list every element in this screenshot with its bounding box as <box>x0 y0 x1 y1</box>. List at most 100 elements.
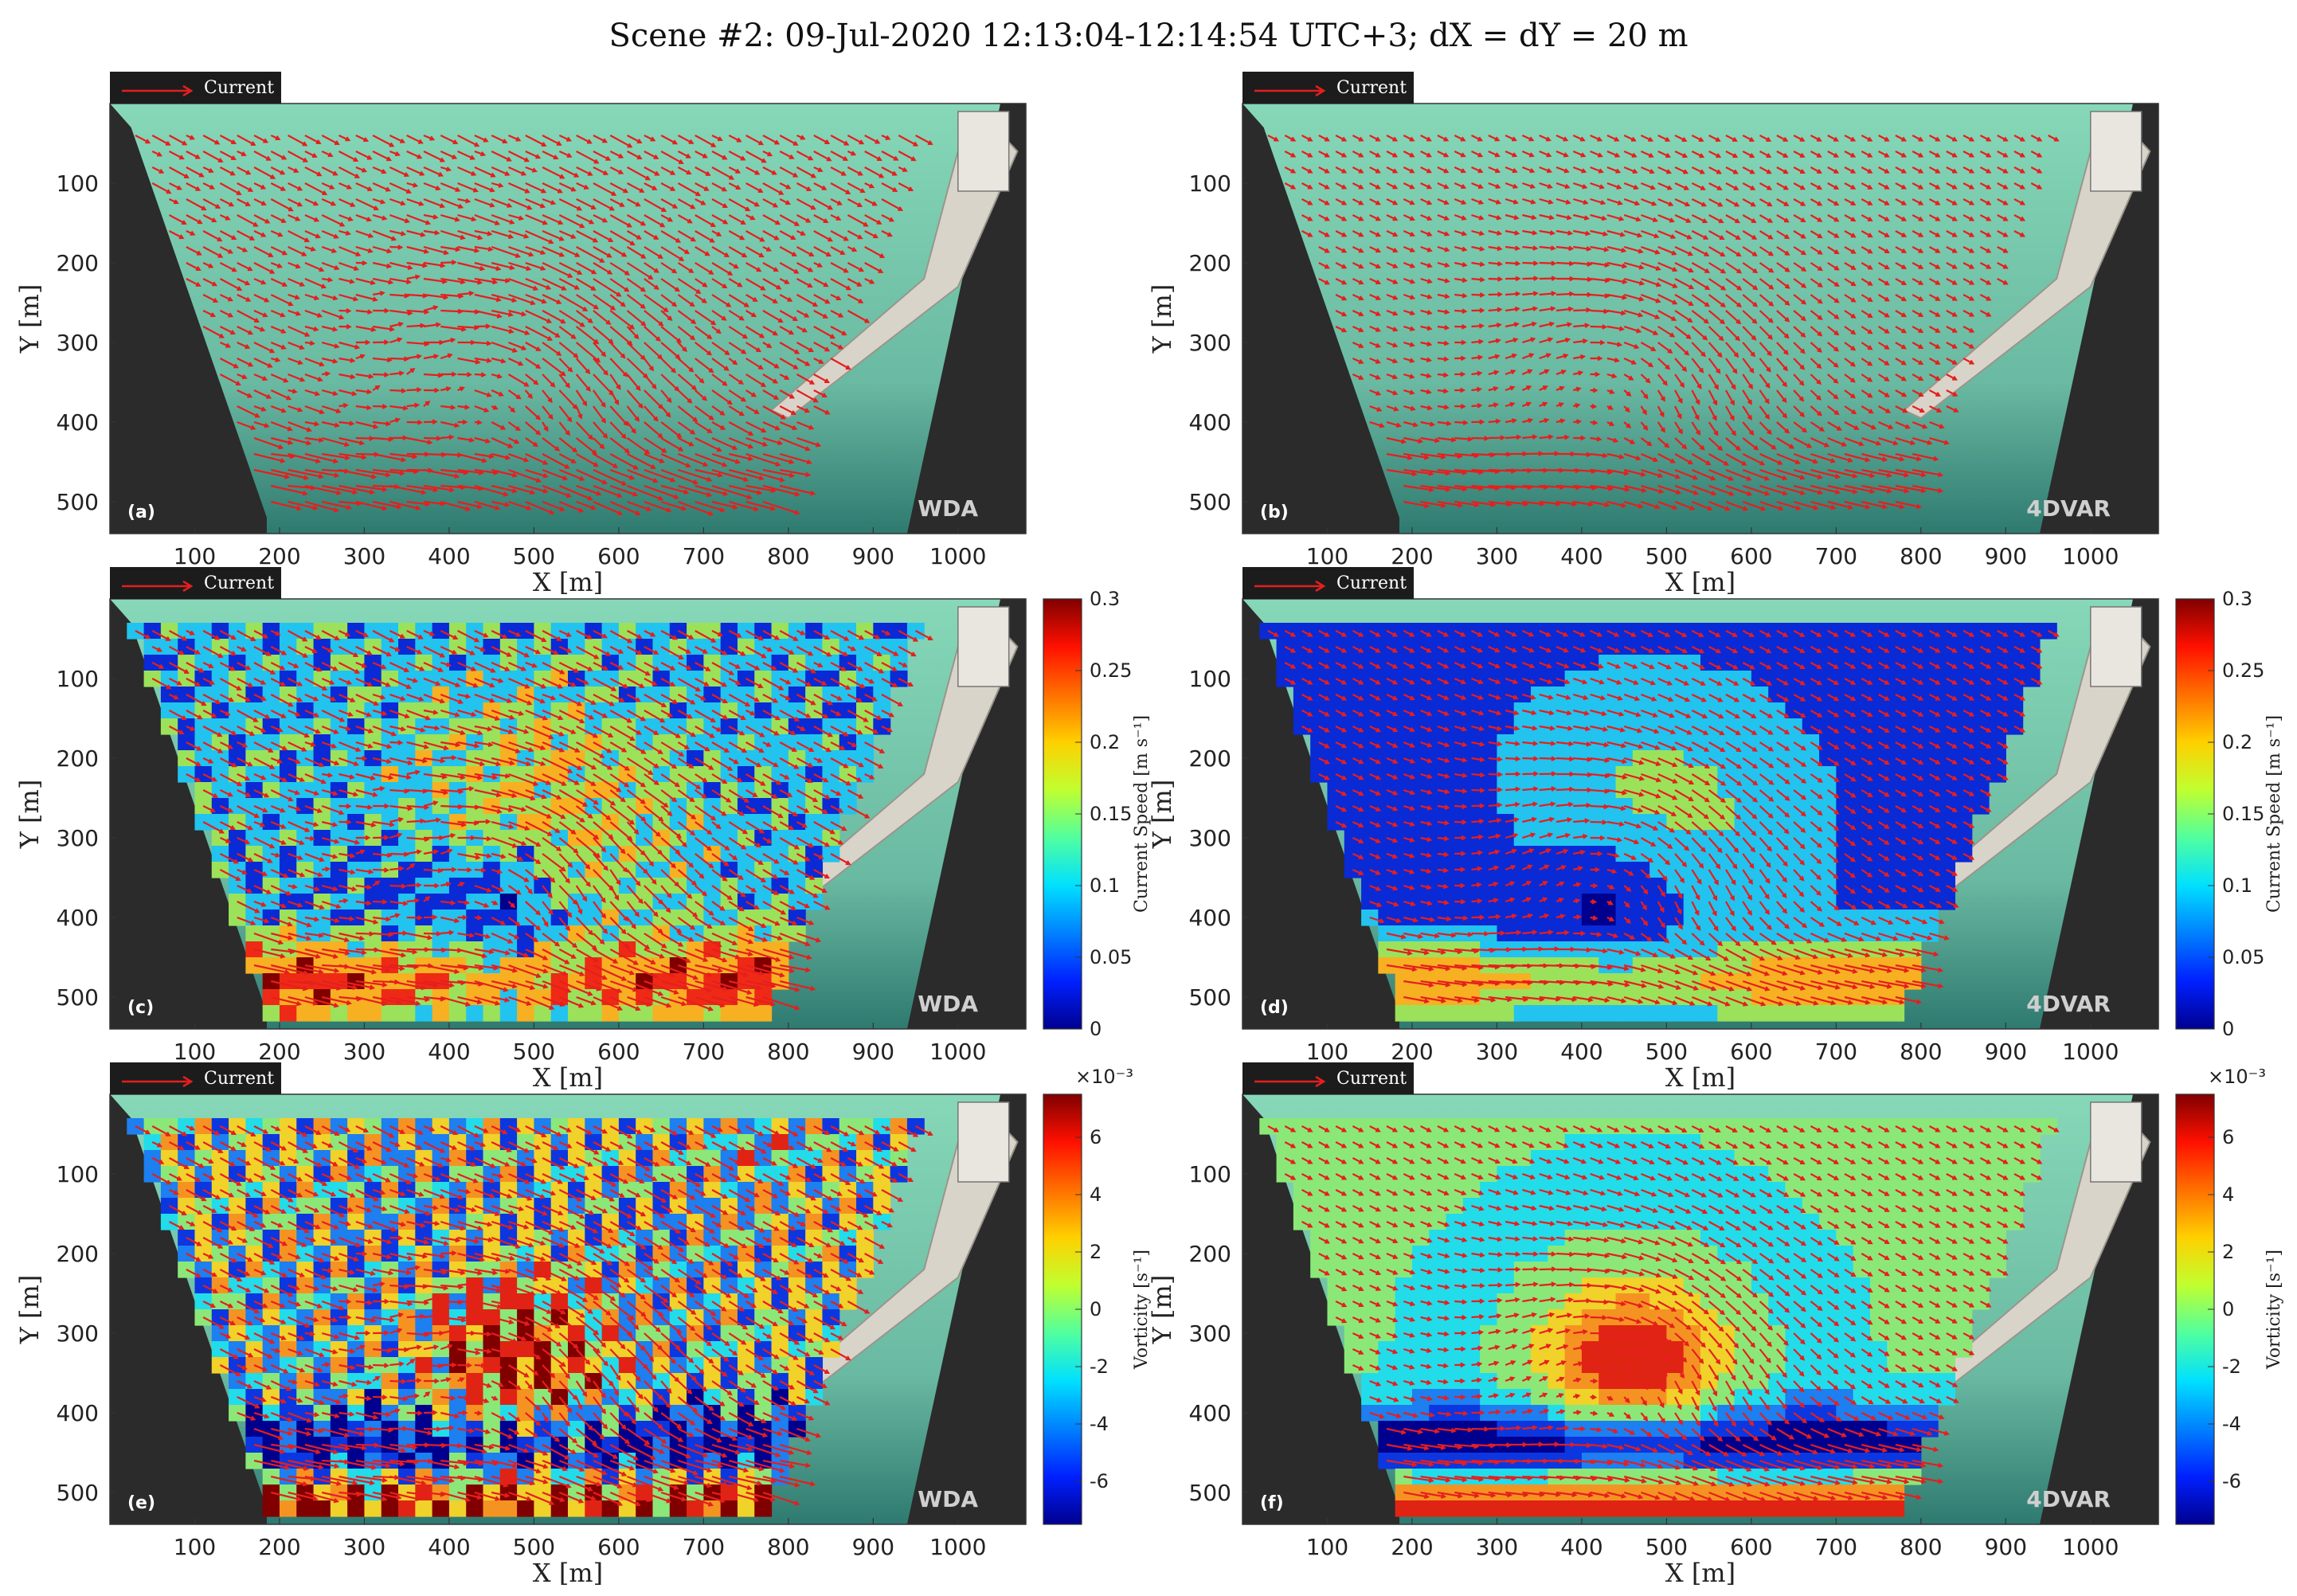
field-cell <box>1887 1005 1904 1022</box>
field-cell <box>1395 1005 1413 1022</box>
field-cell <box>1531 1005 1548 1022</box>
field-cell <box>263 1005 280 1022</box>
field-cell <box>331 1005 348 1022</box>
field-cell <box>1480 1005 1497 1022</box>
field-cell <box>738 1005 755 1022</box>
field-cell <box>585 1005 602 1022</box>
y-tick-label: 200 <box>57 745 99 772</box>
field-cell <box>382 1005 399 1022</box>
field-cell <box>449 1005 467 1022</box>
y-tick-label: 400 <box>1189 409 1231 436</box>
field-cell <box>1666 1005 1684 1022</box>
field-cell <box>280 1005 297 1022</box>
harbor-building <box>958 111 1009 191</box>
field-cell <box>500 1005 518 1022</box>
current-arrow <box>1522 453 1542 454</box>
field-cell <box>670 1005 687 1022</box>
colorbar-tick-label: 0.1 <box>1090 874 1120 897</box>
field-cell <box>1836 1005 1853 1022</box>
field-cell <box>517 1005 534 1022</box>
current-arrow <box>1472 438 1488 439</box>
colorbar-tick-label: 0.05 <box>1090 946 1132 968</box>
field-cell <box>1463 1005 1481 1022</box>
current-arrow <box>356 933 373 934</box>
field-cell <box>1785 1005 1802 1022</box>
current-arrow <box>356 438 373 439</box>
y-tick-label: 300 <box>57 825 99 851</box>
panel-label: (c) <box>127 998 154 1018</box>
y-axis-label: Y [m] <box>14 284 45 354</box>
field-cell <box>721 1005 738 1022</box>
panel-label: (a) <box>127 503 155 522</box>
field-cell <box>1599 1005 1616 1022</box>
current-arrow <box>424 438 440 439</box>
current-arrow <box>1540 278 1555 279</box>
panel-label: (b) <box>1260 503 1289 522</box>
field-cell <box>1819 1005 1837 1022</box>
field-cell <box>1870 1005 1888 1022</box>
field-cell <box>1514 1005 1532 1022</box>
field-cell <box>296 1005 314 1022</box>
colorbar-tick-label: 0.2 <box>1090 731 1120 753</box>
field-cell <box>1633 1005 1650 1022</box>
current-arrow <box>407 422 421 423</box>
current-legend: Current <box>1242 72 1414 104</box>
legend-label: Current <box>204 573 274 593</box>
field-cell <box>1616 1005 1634 1022</box>
y-tick-label: 200 <box>57 250 99 276</box>
field-cell <box>1582 1005 1599 1022</box>
y-tick-label: 200 <box>1189 250 1231 276</box>
y-tick-label: 300 <box>1189 330 1231 356</box>
y-tick-label: 500 <box>1189 489 1231 515</box>
field-cell <box>1649 1005 1667 1022</box>
legend-label: Current <box>204 78 274 98</box>
field-cell <box>1429 1005 1446 1022</box>
y-axis-label: Y [m] <box>1147 284 1177 354</box>
field-cell <box>1548 1005 1565 1022</box>
y-tick-label: 100 <box>1189 170 1231 197</box>
current-arrow <box>424 933 440 934</box>
colorbar-tick-label: 0.3 <box>1090 588 1120 610</box>
y-tick-label: 400 <box>57 409 99 436</box>
y-tick-label: 100 <box>57 170 99 197</box>
method-label: WDA <box>918 495 978 522</box>
field-cell <box>1751 1005 1769 1022</box>
field-cell <box>1717 1005 1735 1022</box>
field-cell <box>1700 1005 1718 1022</box>
field-cell <box>1565 1005 1583 1022</box>
harbor-building <box>2091 607 2142 687</box>
y-tick-label: 500 <box>57 984 99 1011</box>
field-cell <box>432 1005 450 1022</box>
current-arrow <box>389 854 407 855</box>
current-legend: Current <box>110 567 281 599</box>
field-cell <box>687 1005 704 1022</box>
field-cell <box>1853 1005 1871 1022</box>
current-arrow <box>1522 278 1537 279</box>
field-cell <box>347 1005 365 1022</box>
figure-title: Scene #2: 09-Jul-2020 12:13:04-12:14:54 … <box>0 18 2297 54</box>
method-label: WDA <box>918 991 978 1017</box>
field-cell <box>483 1005 501 1022</box>
field-cell <box>551 1005 569 1022</box>
y-tick-label: 400 <box>57 905 99 931</box>
harbor-building <box>2091 111 2142 191</box>
field-cell <box>1412 1005 1430 1022</box>
harbor-building <box>958 607 1009 687</box>
field-cell <box>1768 1005 1786 1022</box>
field-cell <box>1446 1005 1464 1022</box>
y-axis-label: Y [m] <box>14 780 45 850</box>
field-cell <box>364 1005 382 1022</box>
field-cell <box>466 1005 483 1022</box>
y-tick-label: 300 <box>57 330 99 356</box>
current-arrow <box>389 358 407 359</box>
field-cell <box>1684 1005 1701 1022</box>
current-arrow <box>1540 453 1559 454</box>
